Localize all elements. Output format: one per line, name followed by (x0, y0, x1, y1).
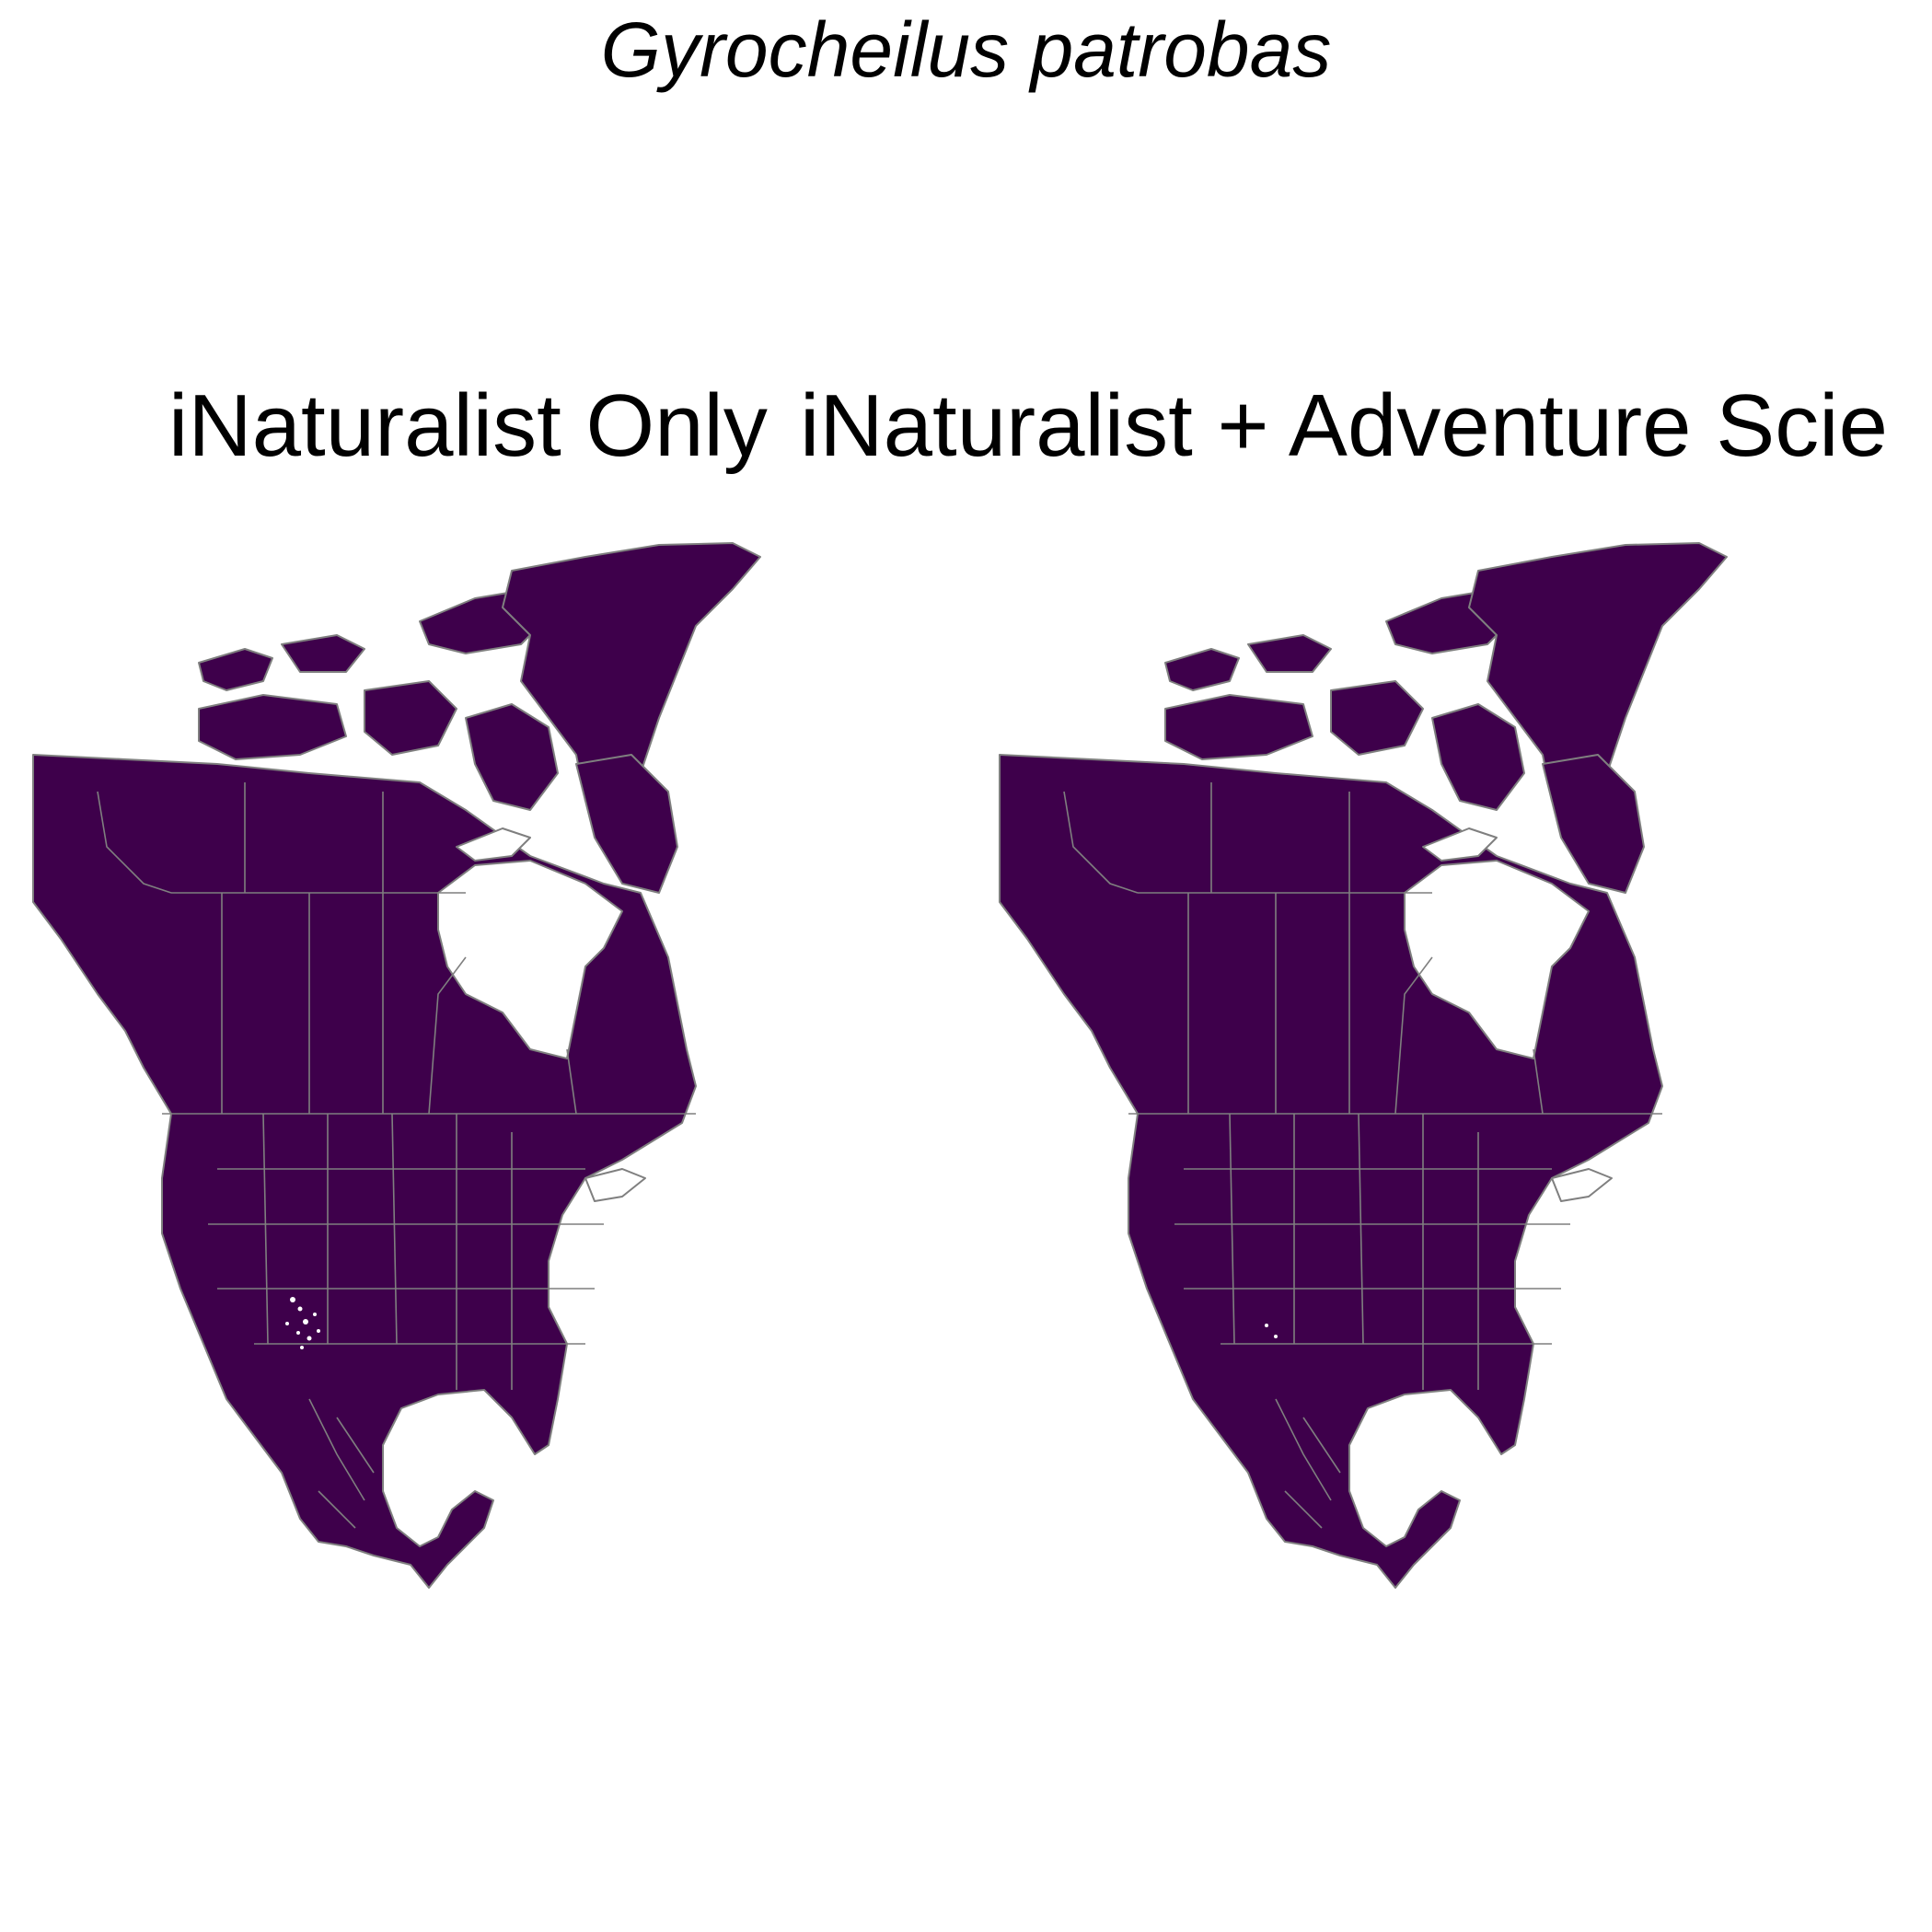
province-state-boundaries (97, 782, 696, 1529)
arctic-islands (1164, 542, 1728, 894)
water-bodies (1404, 827, 1613, 1202)
arctic-islands (198, 542, 761, 894)
panel-title-inaturalist-adventure-science: iNaturalist + Adventure Scie (800, 376, 1888, 475)
water-bodies (437, 827, 646, 1202)
figure-title: Gyrocheilus patrobas (600, 6, 1332, 93)
province-state-boundaries (1063, 782, 1662, 1529)
white-specks (285, 1297, 320, 1349)
north-america-landmass (999, 754, 1663, 1589)
panel-title-inaturalist-only: iNaturalist Only (168, 376, 768, 475)
north-america-landmass (32, 754, 697, 1589)
white-specks (1265, 1324, 1278, 1338)
map-panel-inaturalist-only (32, 542, 761, 1589)
map-panel-inaturalist-adventure-science (999, 542, 1728, 1589)
